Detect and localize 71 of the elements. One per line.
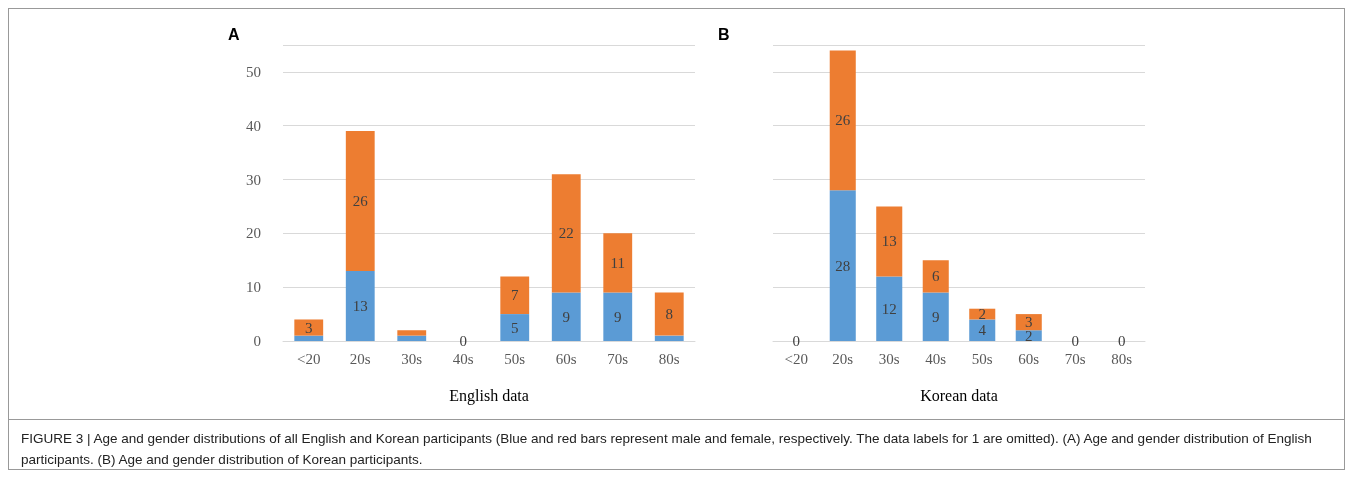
y-tick-label: 30 [246,171,261,188]
bar [345,271,375,341]
y-tick-label: 40 [246,117,261,134]
x-axis-title: English data [449,386,529,405]
data-label: 0 [1071,333,1079,349]
x-tick-label: 30s [401,350,423,367]
chart-title: A [228,25,240,43]
x-tick-label: <20 [297,350,321,367]
data-label: 26 [835,112,851,129]
bar [829,190,856,341]
bar [829,50,856,191]
bar [551,174,581,293]
caption: FIGURE 3 | Age and gender distributions of all English and Korean participants (Blue and red bars represent male and female, respectively. The data labels for 1 are omitted). (A) Age and gender distribution of English participants. (B) Age and gender distribution of Korean participants. [21,430,1313,469]
y-tick-label: 50 [246,63,261,80]
data-label: 12 [881,300,897,317]
x-tick-label: 70s [607,350,629,367]
data-label: 0 [459,333,467,349]
x-tick-label: 40s [452,350,474,367]
x-tick-label: 20s [832,350,854,367]
data-label: 28 [835,257,851,274]
x-tick-label: <20 [784,350,808,367]
x-tick-label: 70s [1064,350,1086,367]
bar [922,292,949,341]
bar [1015,314,1042,331]
data-label: 9 [562,308,570,325]
data-label: 4 [978,322,987,339]
data-label: 6 [932,268,940,285]
bar [397,330,427,336]
bar [500,314,530,341]
y-tick-label: 20 [246,225,261,242]
data-label: 5 [511,319,519,336]
bar [876,206,903,277]
data-label: 8 [665,306,673,323]
data-label: 0 [792,333,800,349]
x-tick-label: 80s [658,350,680,367]
bar [294,335,324,341]
bar [551,292,581,341]
bar [654,335,684,341]
data-label: 9 [932,308,940,325]
bar [500,276,530,315]
x-tick-label: 60s [1018,350,1040,367]
data-label: 7 [511,287,519,304]
chart-title: B [718,25,730,43]
bar [876,276,903,341]
x-tick-label: 20s [349,350,371,367]
bar [654,292,684,336]
y-tick-label: 0 [253,333,261,349]
data-label: 11 [610,254,625,271]
data-label: 3 [305,319,313,336]
data-label: 9 [614,308,622,325]
x-tick-label: 80s [1111,350,1133,367]
x-tick-label: 50s [504,350,526,367]
x-tick-label: 60s [555,350,577,367]
bar [603,233,633,293]
data-label: 22 [558,225,574,242]
bar [294,319,324,336]
bar [922,260,949,293]
data-label: 0 [1118,333,1126,349]
data-label: 13 [352,298,368,315]
x-tick-label: 30s [878,350,900,367]
data-label: 13 [881,233,897,250]
bar [345,131,375,272]
bar [397,335,427,341]
y-tick-label: 10 [246,279,261,296]
x-tick-label: 50s [971,350,993,367]
data-label: 26 [352,193,369,210]
data-label: 2 [978,306,986,323]
x-axis-title: Korean data [920,386,998,404]
bar [603,292,633,341]
bar [969,319,996,341]
x-tick-label: 40s [925,350,947,367]
